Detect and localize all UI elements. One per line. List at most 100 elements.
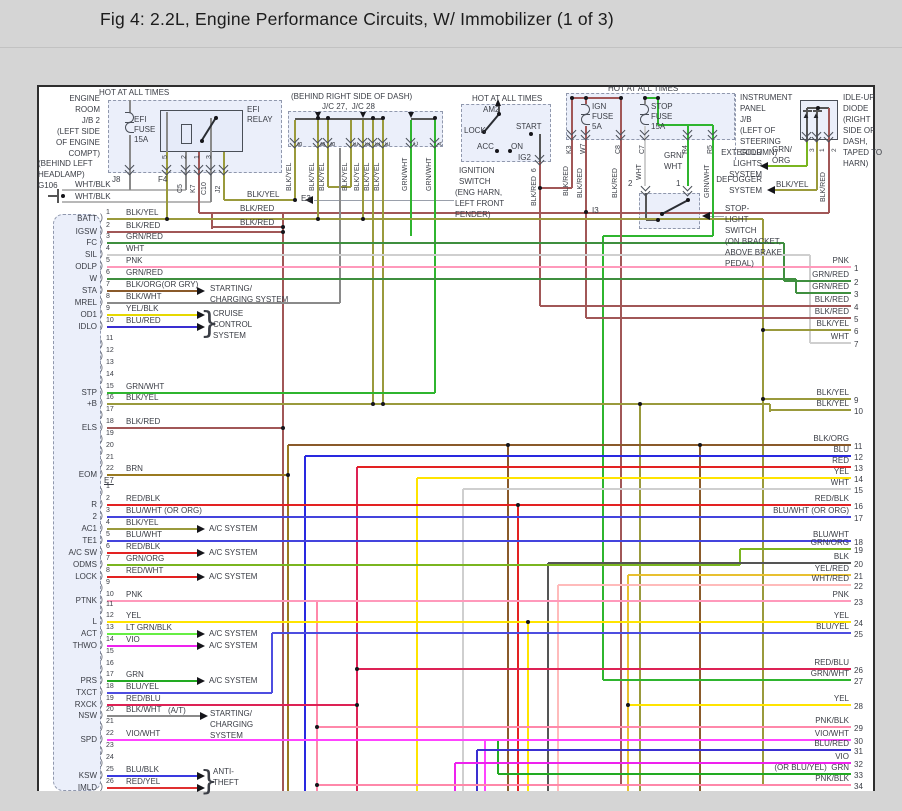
diagram-label: START: [516, 122, 542, 131]
diagram-label: R: [91, 500, 97, 509]
wire-h: [317, 726, 851, 728]
ecm-pin-number: 21: [106, 718, 114, 725]
ecm-pin-number: 8: [106, 567, 110, 574]
flow-arrow-right-icon: [197, 573, 205, 581]
diagram-label: LEFT FRONT: [455, 199, 505, 208]
right-pin-number: 19: [854, 546, 863, 555]
diagram-label: SIDE OF: [843, 126, 876, 135]
ecm-pin-bump: ): [100, 709, 103, 719]
ecm-wire-label: WHT: [126, 244, 145, 253]
diagram-label: THWO: [72, 641, 97, 650]
wire-h: [796, 292, 851, 294]
junction-dot: [293, 198, 297, 202]
ecm-wire-label: BLU/RED: [126, 316, 161, 325]
right-pin-number: 1: [854, 264, 859, 273]
ecm-pin-number: 15: [106, 648, 114, 655]
diagram-label: C10: [201, 182, 208, 195]
wire-h: [107, 242, 784, 244]
diagram-label: A/C SYSTEM: [209, 676, 258, 685]
right-wire-label: RED/BLK: [814, 494, 849, 503]
wire-h: [765, 165, 807, 167]
diagram-label: CONTROL: [213, 320, 253, 329]
right-wire-label: VIO: [835, 752, 849, 761]
flow-arrow-down-icon: [408, 112, 414, 118]
diagram-label: C: [413, 141, 420, 146]
ecm-wire-label: RED/BLK: [126, 494, 161, 503]
diagram-label: FUSE: [134, 125, 156, 134]
junction-dot: [638, 402, 642, 406]
wire-v: [350, 120, 352, 187]
wire-h: [107, 775, 197, 777]
wire-h: [107, 314, 197, 316]
wire-h: [107, 564, 740, 566]
wire-v: [783, 243, 785, 281]
wire-v: [806, 141, 808, 166]
diagram-label: ABOVE BRAKE: [725, 248, 782, 257]
right-pin-number: 14: [854, 475, 863, 484]
junction-dot: [761, 397, 765, 401]
diagram-label: LIGHTS: [733, 159, 762, 168]
ecm-wire-label: GRN/RED: [126, 268, 163, 277]
diagram-label: SWITCH: [459, 177, 491, 186]
ecm-pin-bump: ): [100, 604, 103, 614]
diagram-label: EFI: [134, 115, 147, 124]
wire-h: [586, 317, 851, 319]
ecm-pin-number: 10: [106, 591, 114, 598]
flow-arrow-right-icon: [197, 549, 205, 557]
wire-v: [712, 125, 714, 236]
diagram-label: K3: [566, 145, 573, 154]
ecm-pin-bump: ): [100, 338, 103, 348]
diagram-label: J/B 2: [81, 116, 100, 125]
ecm-pin-number: 18: [106, 683, 114, 690]
wire-h: [572, 97, 621, 99]
leader-line: [708, 216, 724, 217]
diagram-label: TAPED TO: [843, 148, 883, 157]
wire-v: [416, 478, 418, 791]
ecm-wire-label: BLK/RED: [126, 417, 161, 426]
flow-arrow-left-icon: [760, 162, 768, 170]
ecm-pin-bump: ): [100, 260, 103, 270]
wire-h: [107, 576, 197, 578]
ecm-pin-number: 19: [106, 430, 114, 437]
component-box: [53, 214, 101, 791]
diagram-label: DIODE: [843, 104, 869, 113]
junction-dot: [584, 96, 588, 100]
wire-h: [540, 187, 572, 189]
wire-v: [620, 98, 622, 141]
diagram-label: FC: [86, 238, 97, 247]
flow-arrow-left-icon: [702, 212, 710, 220]
wire-h: [540, 305, 851, 307]
diagram-label: TE1: [82, 536, 97, 545]
diagram-label: 2: [92, 512, 97, 521]
flow-arrow-down-icon: [315, 112, 321, 118]
diagram-label: A: [437, 141, 444, 146]
right-pin-number: 16: [854, 502, 863, 511]
diagram-label: ORG: [772, 156, 791, 165]
right-pin-number: 33: [854, 771, 863, 780]
wire-v: [339, 148, 341, 303]
ecm-pin-bump: ): [100, 248, 103, 258]
ecm-pin-number: 17: [106, 671, 114, 678]
right-pin-number: 2: [854, 278, 859, 287]
wire-h: [288, 444, 851, 446]
ecm-pin-bump: ): [100, 570, 103, 580]
wire-v: [602, 236, 604, 680]
diagram-label: AM2: [483, 105, 500, 114]
wire-h: [107, 218, 763, 220]
junction-dot: [816, 106, 820, 110]
component-box: [735, 94, 736, 160]
ecm-pin-number: 2: [106, 222, 110, 229]
right-pin-number: 12: [854, 453, 863, 462]
wire-v: [317, 120, 319, 219]
right-wire-label: YEL/RED: [814, 564, 849, 573]
wire-v: [571, 141, 573, 188]
right-pin-number: 9: [854, 396, 859, 405]
wire-h: [107, 528, 197, 530]
wire-v: [476, 750, 478, 791]
diagram-label: DASH,: [843, 137, 868, 146]
ecm-pin-bump: ): [100, 284, 103, 294]
diagram-label: L: [92, 617, 97, 626]
ecm-pin-number: 13: [106, 624, 114, 631]
wire-h: [455, 762, 851, 764]
diagram-label: ACT: [81, 629, 97, 638]
